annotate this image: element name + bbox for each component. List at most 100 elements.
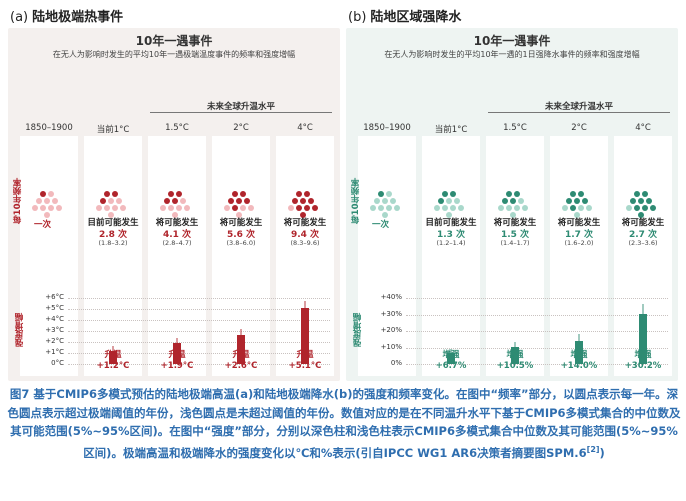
bar-value: +5.1°C [288, 361, 322, 371]
dot-normal [374, 198, 380, 204]
dot-extreme [296, 191, 302, 197]
panel-a-letter: (a) [10, 10, 29, 25]
dot-normal [40, 205, 46, 211]
gridline [406, 314, 668, 316]
frequency-dots [434, 191, 464, 218]
frequency-axis-label: 每10年频率 [351, 178, 361, 224]
occurrence-label: 将可能发生 [621, 218, 665, 228]
dot-extreme [304, 191, 310, 197]
panel-b-label: (b) 陆地区域强降水 [348, 6, 461, 25]
dot-normal [442, 205, 448, 211]
dot-normal [506, 205, 512, 211]
dot-normal [514, 205, 520, 211]
dot-normal [52, 198, 58, 204]
intensity-bar [301, 307, 309, 364]
dot-extreme [240, 191, 246, 197]
column-1 [84, 136, 142, 376]
column-header: 当前1°C [96, 125, 130, 135]
gridline [68, 353, 330, 354]
caption-ref: [2] [586, 444, 600, 454]
frequency-dots [96, 191, 126, 218]
once-label: 一次 [372, 220, 390, 230]
occurrence-label: 目前可能发生 [87, 218, 139, 228]
occurrence-label: 目前可能发生 [425, 218, 477, 228]
error-bar [642, 303, 644, 325]
caption-text: 图7 基于CMIP6多模式预估的陆地极端高温(a)和陆地极端降水(b)的强度和频… [7, 387, 681, 460]
error-bar [240, 328, 242, 342]
occurrence-label: 将可能发生 [155, 218, 199, 228]
dot-normal [32, 205, 38, 211]
gridline [68, 331, 330, 332]
future-warming-label: 未来全球升温水平 [544, 102, 613, 112]
dot-extreme [582, 198, 588, 204]
dot-extreme [438, 198, 444, 204]
dot-extreme [650, 205, 656, 211]
dot-extreme [566, 198, 572, 204]
panel-a-subtitle: 在无人为影响时发生的平均10年一遇极端温度事件的频率和强度增幅 [52, 50, 296, 59]
dot-extreme [236, 198, 242, 204]
dot-normal [248, 205, 254, 211]
frequency-range: (1.2–1.4) [436, 239, 466, 247]
dot-extreme [100, 198, 106, 204]
dot-normal [378, 205, 384, 211]
frequency-count: 4.1 次 [162, 230, 192, 240]
column-header: 1.5°C [503, 123, 527, 133]
column-header: 1850–1900 [363, 123, 411, 133]
dot-normal [44, 198, 50, 204]
dot-extreme [634, 205, 640, 211]
dot-extreme [646, 198, 652, 204]
panel-a-title: 10年一遇事件 [135, 34, 213, 48]
dot-normal [454, 198, 460, 204]
dot-extreme [172, 198, 178, 204]
dot-normal [120, 205, 126, 211]
column-2 [486, 136, 544, 376]
dot-normal [394, 205, 400, 211]
frequency-range: (2.3–3.6) [628, 239, 658, 247]
dot-normal [48, 191, 54, 197]
error-bar [304, 301, 306, 316]
column-2 [148, 136, 206, 376]
intensity-bar [173, 343, 181, 364]
occurrence-label: 将可能发生 [557, 218, 601, 228]
dot-extreme [514, 191, 520, 197]
column-header: 1850–1900 [25, 123, 73, 133]
dot-extreme [40, 191, 46, 197]
dot-normal [578, 205, 584, 211]
y-tick-label: +1°C [45, 348, 64, 356]
y-tick-label: +2°C [45, 337, 64, 345]
dot-normal [370, 205, 376, 211]
bar-label: 增强 +30.2% [613, 350, 673, 372]
dot-normal [108, 212, 114, 218]
dot-normal [172, 212, 178, 218]
intensity-axis-label: 强度增幅 [353, 313, 363, 347]
dot-normal [446, 212, 452, 218]
frequency-range: (8.3–9.6) [290, 239, 320, 247]
panel-b-subtitle: 在无人为影响时发生的平均10年一遇的1日强降水事件的频率和强度增幅 [384, 50, 640, 59]
gridline [406, 347, 668, 349]
dot-extreme [232, 205, 238, 211]
frequency-range: (1.8–3.2) [98, 239, 128, 247]
dot-normal [176, 205, 182, 211]
bar-label: 增强 +6.7% [421, 350, 481, 372]
dot-normal [390, 198, 396, 204]
dot-extreme [168, 191, 174, 197]
gridline [68, 298, 330, 299]
error-bar [176, 337, 178, 349]
dot-extreme [642, 205, 648, 211]
column-header: 4°C [297, 123, 313, 133]
column-header: 1.5°C [165, 123, 189, 133]
dot-normal [184, 205, 190, 211]
panel-b-name: 陆地区域强降水 [370, 10, 462, 25]
y-tick-label: +30% [380, 309, 402, 318]
bar-value: +14.0% [560, 361, 598, 371]
bar-word: 增强 [570, 350, 588, 360]
bar-word: 增强 [442, 350, 460, 360]
frequency-count: 2.8 次 [98, 230, 128, 240]
dot-normal [236, 212, 242, 218]
frequency-dots [160, 191, 190, 218]
dot-extreme [232, 191, 238, 197]
intensity-bar [109, 350, 117, 364]
dot-extreme [506, 191, 512, 197]
panel-b: 10年一遇事件 在无人为影响时发生的平均10年一遇的1日强降水事件的频率和强度增幅… [346, 28, 678, 381]
dot-normal [36, 198, 42, 204]
